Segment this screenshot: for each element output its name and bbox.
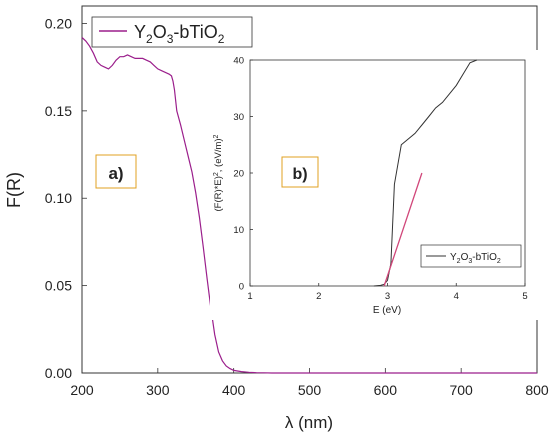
main-y-tick-label: 0.05 [45, 278, 72, 294]
panel-label-a-box [95, 154, 137, 189]
panel-label-b-text: b) [292, 166, 307, 183]
panel-label-b-box [281, 156, 319, 188]
inset-fit-line [383, 172, 423, 287]
main-x-tick-label: 500 [298, 382, 322, 398]
main-series-line [81, 37, 537, 374]
inset-y-axis: 0 10 20 30 40 [233, 55, 253, 292]
panel-label-a: a) [95, 154, 137, 189]
inset-legend: Y2O3-bTiO2 [420, 244, 522, 268]
inset-y-tick-label: 20 [233, 168, 244, 179]
main-x-tick-label: 700 [449, 382, 473, 398]
main-y-tick-label: 0.10 [45, 190, 72, 206]
inset-panel: 0 10 20 30 40 1 2 3 4 5 (F(R)*E)2, (eV/m)2 E (eV… [210, 50, 545, 320]
inset-legend-label: Y2O3-bTiO2 [450, 252, 501, 265]
main-x-tick-label: 400 [222, 382, 246, 398]
main-x-tick-label: 200 [70, 382, 94, 398]
panel-label-a-text: a) [108, 164, 123, 183]
main-y-axis-label: F(R) [4, 172, 24, 208]
main-x-tick-label: 600 [374, 382, 398, 398]
inset-x-tick-label: 5 [522, 291, 527, 302]
inset-x-axis-label: E (eV) [373, 305, 401, 316]
inset-x-tick-label: 1 [247, 291, 252, 302]
main-x-axis: 200 300 400 500 600 700 800 [70, 368, 549, 398]
inset-y-tick-label: 40 [233, 55, 244, 66]
main-x-tick-label: 800 [525, 382, 549, 398]
inset-y-tick-label: 10 [233, 225, 244, 236]
inset-y-axis-label: (F(R)*E)2, (eV/m)2 [213, 134, 224, 211]
inset-x-tick-label: 2 [316, 291, 321, 302]
inset-x-tick-label: 4 [454, 291, 459, 302]
panel-label-b: b) [281, 156, 319, 188]
main-y-tick-label: 0.00 [45, 365, 72, 381]
inset-x-tick-label: 3 [385, 291, 390, 302]
main-legend-label: Y2O3-bTiO2 [134, 22, 225, 46]
inset-x-axis: 1 2 3 4 5 [247, 283, 528, 302]
main-y-axis: 0.00 0.05 0.10 0.15 0.20 [45, 15, 87, 381]
inset-legend-box [420, 244, 522, 268]
main-legend-box [91, 16, 253, 48]
main-x-tick-label: 300 [146, 382, 170, 398]
inset-y-tick-label: 0 [239, 281, 244, 292]
main-y-tick-label: 0.20 [45, 15, 72, 31]
inset-series-line [373, 59, 478, 287]
main-x-axis-label: λ (nm) [285, 413, 333, 432]
inset-y-tick-label: 30 [233, 112, 244, 123]
main-legend: Y2O3-bTiO2 [91, 16, 253, 48]
main-y-tick-label: 0.15 [45, 103, 72, 119]
